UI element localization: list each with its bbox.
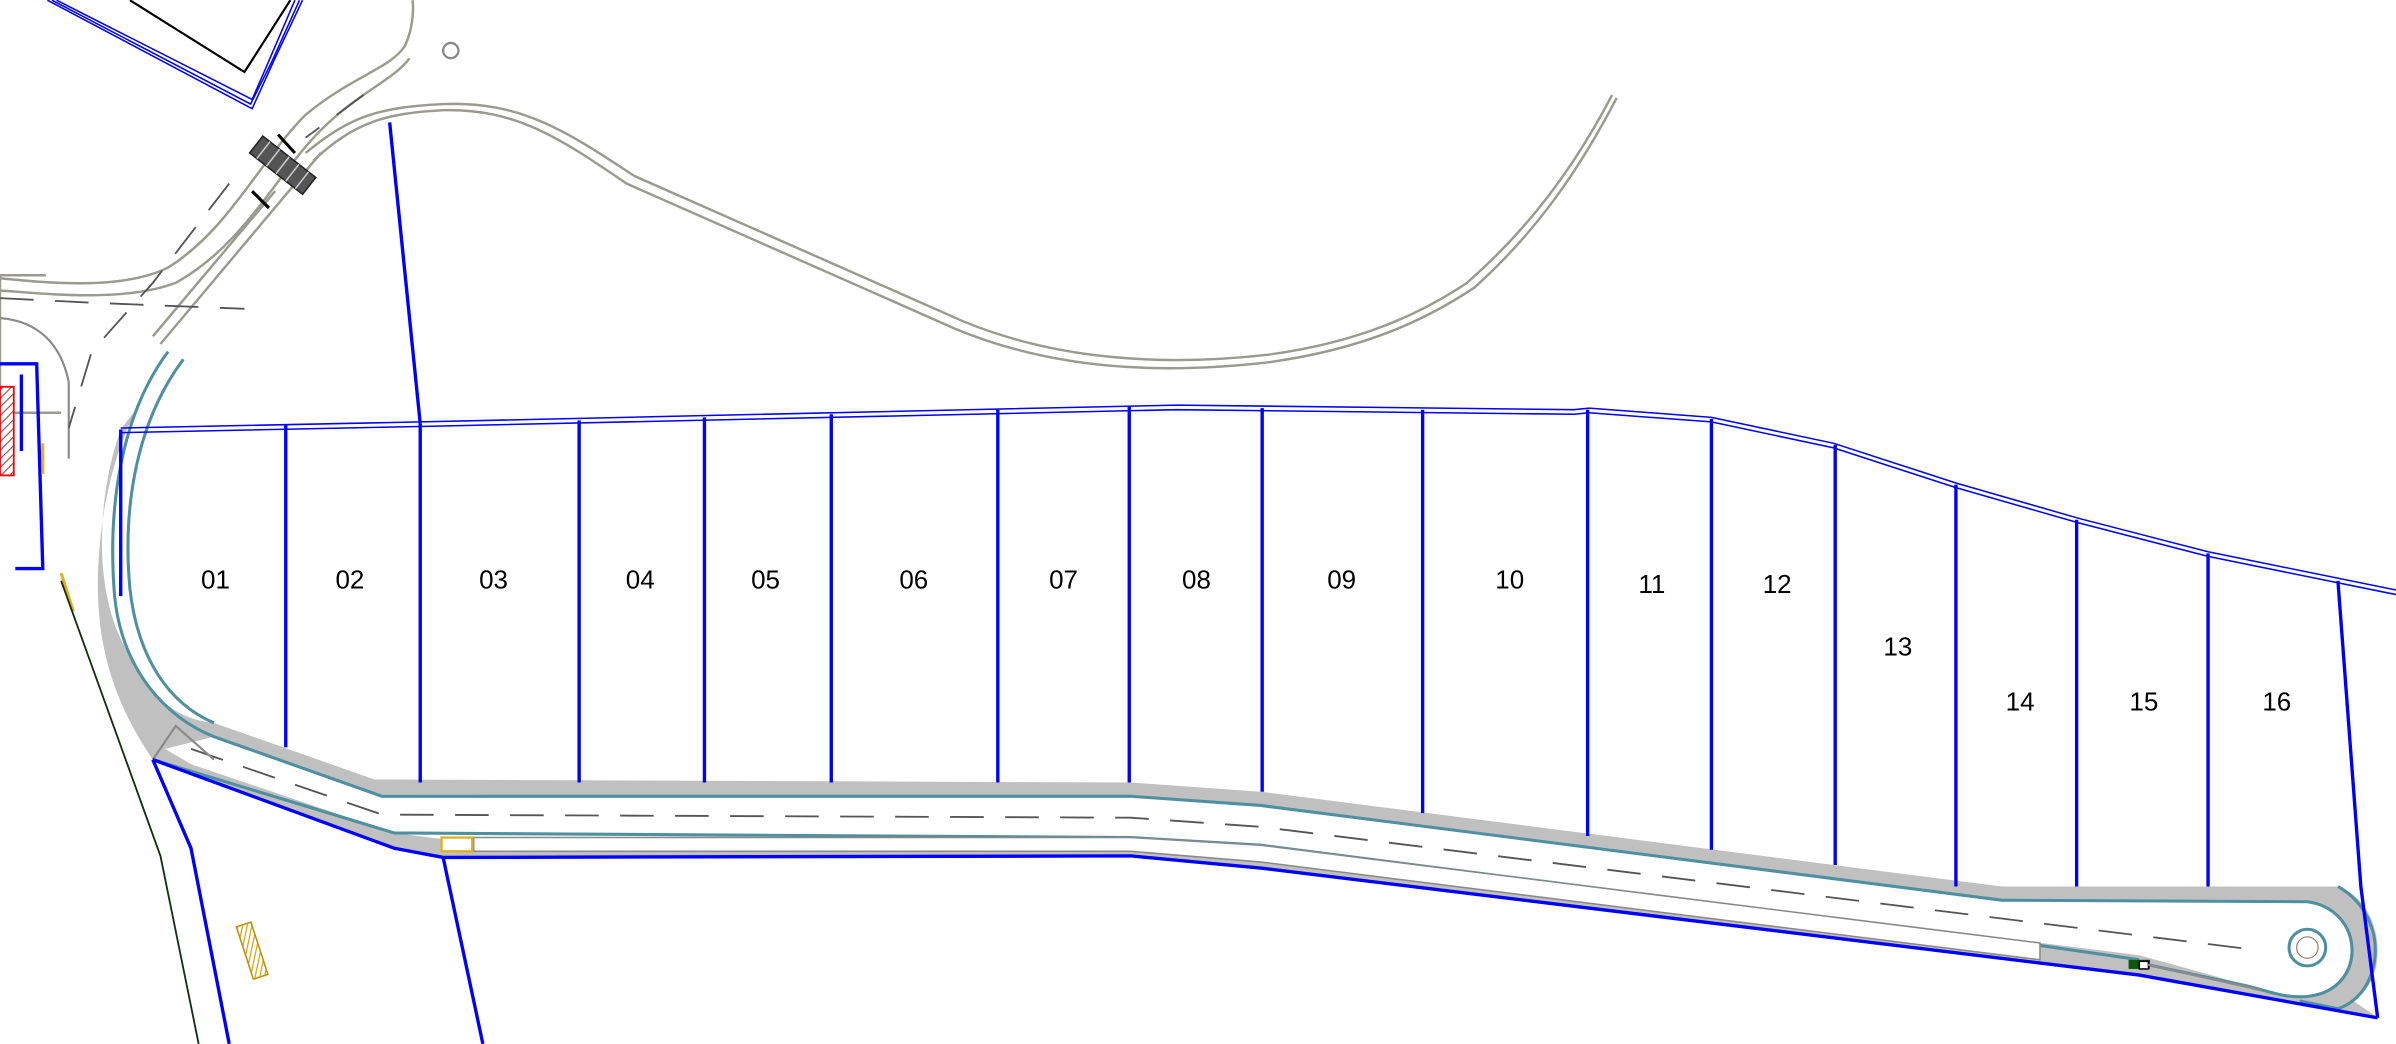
lot-12[interactable]: 12 bbox=[1763, 569, 1792, 599]
footpath-edge bbox=[2146, 963, 2262, 992]
lot-05[interactable]: 05 bbox=[751, 564, 780, 594]
existing-building-outline bbox=[47, 0, 304, 110]
lot-09[interactable]: 09 bbox=[1327, 564, 1356, 594]
lot-11[interactable]: 11 bbox=[1638, 569, 1665, 599]
lot-01[interactable]: 01 bbox=[201, 564, 230, 594]
lot-08[interactable]: 08 bbox=[1182, 564, 1211, 594]
lot-boundaries bbox=[119, 122, 2396, 1044]
visibility-splay bbox=[151, 724, 215, 761]
new-road bbox=[97, 350, 2378, 1017]
lot-06[interactable]: 06 bbox=[899, 564, 928, 594]
lot-02[interactable]: 02 bbox=[335, 564, 364, 594]
lot-15[interactable]: 15 bbox=[2129, 687, 2158, 717]
left-building bbox=[0, 362, 75, 612]
turning-head-island bbox=[2287, 927, 2328, 968]
speed-table bbox=[248, 133, 317, 210]
parking-bays bbox=[472, 836, 2041, 961]
existing-road bbox=[0, 0, 1618, 459]
lot-labels: 01 02 03 04 05 06 07 08 09 10 11 12 13 1… bbox=[201, 564, 2291, 716]
bin-collection-point bbox=[440, 836, 474, 853]
hedge-line bbox=[60, 580, 200, 1044]
manhole-marker bbox=[441, 41, 460, 60]
lot-13[interactable]: 13 bbox=[1883, 632, 1912, 662]
bin-store bbox=[235, 921, 269, 981]
island-inner bbox=[2296, 936, 2319, 959]
lot-14[interactable]: 14 bbox=[2006, 687, 2035, 717]
lot-10[interactable]: 10 bbox=[1495, 564, 1524, 594]
lot-07[interactable]: 07 bbox=[1049, 564, 1078, 594]
lot-03[interactable]: 03 bbox=[479, 564, 508, 594]
lot-04[interactable]: 04 bbox=[626, 564, 655, 594]
lot-16[interactable]: 16 bbox=[2262, 687, 2291, 717]
